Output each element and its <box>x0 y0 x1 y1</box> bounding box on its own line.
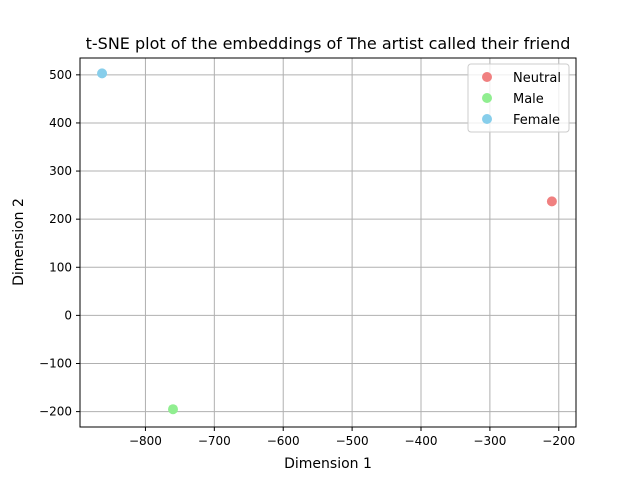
data-point-male <box>168 404 178 415</box>
y-tick-label: 300 <box>49 164 72 178</box>
chart-title: t-SNE plot of the embeddings of The arti… <box>86 34 571 53</box>
legend: Neutral Male Female <box>467 63 570 133</box>
legend-label-female: Female <box>513 113 560 128</box>
legend-marker-male <box>482 93 492 103</box>
x-tick-label: −200 <box>542 434 575 448</box>
legend-marker-female <box>482 114 492 124</box>
legend-entries: Neutral Male Female <box>482 71 561 128</box>
y-tick-label: 100 <box>49 260 72 274</box>
legend-label-male: Male <box>513 92 544 107</box>
y-tick-label: −100 <box>39 356 72 370</box>
plot-frame <box>79 57 577 428</box>
x-axis-title: Dimension 1 <box>284 456 372 472</box>
legend-marker-neutral <box>482 72 492 82</box>
ticks-layer: −800 −700 −600 −500 −400 −300 −200 −200 −100 0 100… <box>39 68 575 448</box>
y-tick-label: 400 <box>49 116 72 130</box>
x-tick-label: −800 <box>129 434 162 448</box>
data-point-female <box>97 68 108 79</box>
y-axis-title: Dimension 2 <box>11 198 27 286</box>
points-layer <box>97 68 557 415</box>
y-tick-label: 200 <box>49 212 72 226</box>
x-tick-label: −700 <box>198 434 231 448</box>
x-tick-label: −600 <box>267 434 300 448</box>
legend-label-neutral: Neutral <box>513 71 561 86</box>
x-tick-label: −400 <box>405 434 438 448</box>
data-point-neutral <box>546 196 557 207</box>
x-tick-label: −500 <box>336 434 369 448</box>
legend-box <box>467 63 570 133</box>
y-tick-label: 500 <box>49 68 72 82</box>
y-tick-label: 0 <box>64 308 72 322</box>
x-tick-label: −300 <box>473 434 506 448</box>
y-tick-label: −200 <box>39 405 72 419</box>
